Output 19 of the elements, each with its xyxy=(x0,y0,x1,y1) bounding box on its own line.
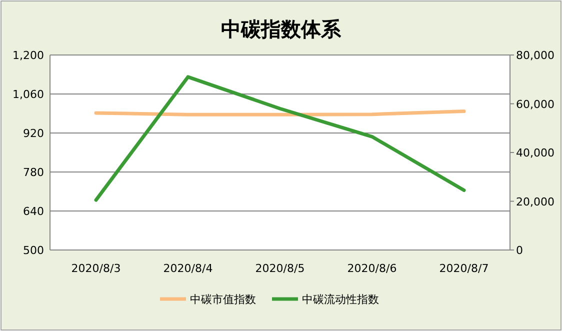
y2-tick-label: 60,000 xyxy=(516,98,554,111)
y-tick-label: 920 xyxy=(23,127,44,140)
y2-tick-label: 0 xyxy=(516,244,523,257)
y2-tick-label: 80,000 xyxy=(516,49,554,62)
y-tick-label: 640 xyxy=(23,205,44,218)
y-tick-label: 1,060 xyxy=(12,88,44,101)
x-tick-label: 2020/8/3 xyxy=(71,262,121,275)
x-tick-label: 2020/8/5 xyxy=(255,262,305,275)
y2-tick-label: 40,000 xyxy=(516,146,554,160)
legend-label: 中碳市值指数 xyxy=(190,293,256,306)
y-tick-label: 500 xyxy=(23,244,44,257)
legend-label: 中碳流动性指数 xyxy=(302,293,379,306)
y-tick-label: 1,200 xyxy=(12,49,44,62)
x-tick-label: 2020/8/7 xyxy=(439,262,489,275)
x-tick-label: 2020/8/4 xyxy=(163,262,213,275)
chart-title: 中碳指数体系 xyxy=(221,17,342,41)
y-tick-label: 780 xyxy=(23,166,44,179)
y2-tick-label: 20,000 xyxy=(516,195,554,208)
x-tick-label: 2020/8/6 xyxy=(347,262,397,275)
